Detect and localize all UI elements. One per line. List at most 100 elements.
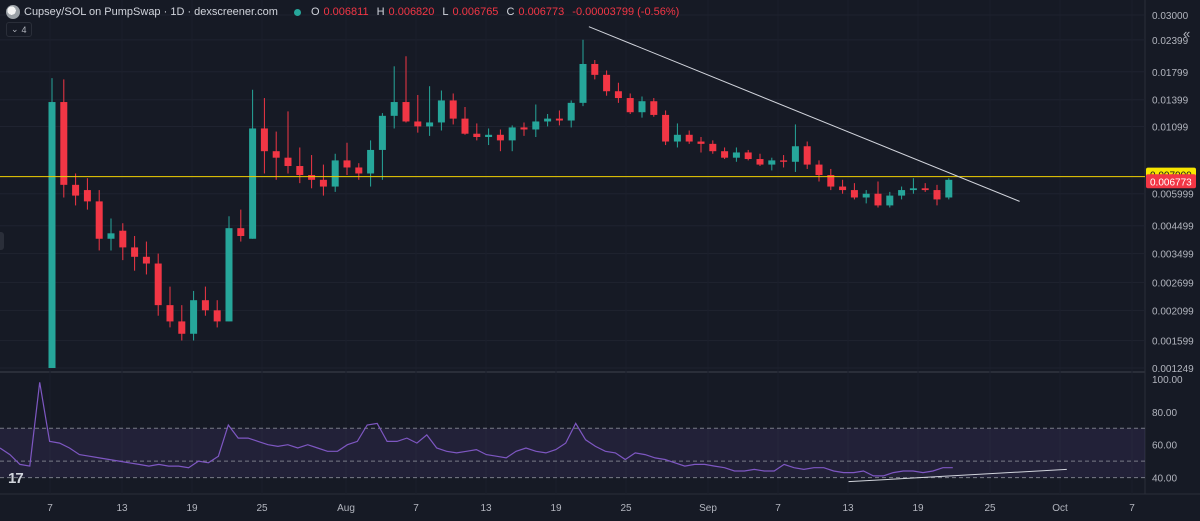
- candle-body: [945, 179, 953, 198]
- indicator-count: 4: [21, 24, 27, 35]
- candle-body: [862, 193, 870, 198]
- candle-body: [850, 190, 858, 198]
- candle-body: [544, 118, 552, 122]
- high-value: 0.006820: [388, 6, 435, 18]
- candle-body: [898, 190, 906, 196]
- price-labels: 0.0070000.006773: [1146, 167, 1196, 189]
- candle-body: [721, 151, 729, 158]
- candle-body: [426, 122, 434, 127]
- candle-body: [178, 321, 186, 334]
- candle-body: [449, 100, 457, 119]
- time-tick-label: 19: [186, 503, 198, 514]
- last-price-label: 0.006773: [1150, 177, 1192, 188]
- candle-body: [166, 305, 174, 322]
- open-value: 0.006811: [323, 6, 369, 18]
- candle-body: [603, 74, 611, 92]
- market-status-dot-icon: [293, 8, 301, 16]
- price-axis[interactable]: 0.030000.023990.017990.013990.010990.007…: [1152, 11, 1194, 375]
- low-label: L: [442, 6, 449, 18]
- overlays: [0, 26, 1145, 202]
- candle-body: [272, 151, 280, 158]
- rsi-tick-label: 100.00: [1152, 375, 1183, 386]
- price-tick-label: 0.003499: [1152, 250, 1194, 261]
- tradingview-logo[interactable]: 17: [8, 470, 24, 487]
- candle-body: [555, 118, 563, 121]
- rsi-tick-label: 60.00: [1152, 441, 1177, 452]
- price-tick-label: 0.01399: [1152, 96, 1189, 107]
- rsi-line: [0, 382, 953, 477]
- candle-body: [390, 102, 398, 116]
- candle-body: [579, 63, 587, 103]
- indicators-toggle-button[interactable]: ⌄ 4: [6, 22, 32, 37]
- candle-body: [284, 157, 292, 167]
- time-tick-label: 13: [480, 503, 492, 514]
- candle-body: [815, 164, 823, 176]
- price-tick-label: 0.002099: [1152, 306, 1194, 317]
- price-tick-label: 0.02399: [1152, 36, 1189, 47]
- candle-body: [367, 149, 375, 174]
- price-tick-label: 0.01799: [1152, 68, 1189, 79]
- rsi-axis[interactable]: 100.00 80.00 60.00 40.00: [1152, 375, 1183, 485]
- collapse-panel-icon[interactable]: «: [1183, 26, 1191, 41]
- price-tick-label: 0.001599: [1152, 337, 1194, 348]
- candle-body: [48, 102, 56, 368]
- candle-body: [921, 188, 929, 191]
- candle-body: [662, 114, 670, 142]
- candle-body: [237, 228, 245, 237]
- price-tick-label: 0.002699: [1152, 278, 1194, 289]
- candle-body: [249, 128, 257, 239]
- rsi-tick-label: 40.00: [1152, 474, 1177, 485]
- candle-body: [72, 184, 80, 196]
- time-tick-label: 19: [550, 503, 562, 514]
- chevron-down-icon: ⌄: [11, 24, 19, 34]
- close-value: 0.006773: [518, 6, 565, 18]
- pane-separator[interactable]: [0, 371, 1145, 373]
- candle-body: [591, 63, 599, 75]
- last-price-badge: [1146, 174, 1196, 189]
- candle-body: [190, 300, 198, 334]
- open-label: O: [310, 6, 320, 18]
- time-tick-label: 7: [775, 503, 781, 514]
- candle-body: [874, 193, 882, 206]
- candle-body: [614, 91, 622, 99]
- candle-body: [532, 121, 540, 130]
- candle-body: [732, 152, 740, 158]
- candle-body: [780, 160, 788, 162]
- candle-body: [296, 166, 304, 176]
- candle-body: [414, 121, 422, 127]
- candle-body: [83, 190, 91, 202]
- candle-body: [343, 160, 351, 168]
- change-value: -0.00003799 (-0.56%): [572, 6, 680, 18]
- drawing-toolbar-handle[interactable]: [0, 232, 4, 250]
- candle-body: [402, 102, 410, 122]
- candles: [48, 39, 953, 368]
- time-tick-label: Aug: [337, 503, 355, 514]
- time-tick-label: 7: [413, 503, 419, 514]
- price-tick-label: 0.001249: [1152, 364, 1194, 375]
- rsi-trendline: [848, 468, 1067, 483]
- time-axis[interactable]: 7 13 19 25 Aug 7 13 19 25 Sep 7 13 19 25 Oct 7: [47, 503, 1135, 514]
- candle-body: [886, 195, 894, 206]
- time-tick-label: 13: [116, 503, 128, 514]
- candle-body: [308, 175, 316, 180]
- candle-body: [933, 190, 941, 200]
- high-label: H: [376, 6, 385, 18]
- candle-body: [709, 143, 717, 152]
- candle-body: [319, 179, 327, 187]
- time-tick-label: 19: [912, 503, 924, 514]
- low-value: 0.006765: [452, 6, 499, 18]
- time-tick-label: 25: [620, 503, 632, 514]
- symbol-title[interactable]: Cupsey/SOL on PumpSwap · 1D · dexscreene…: [24, 6, 278, 18]
- token-avatar-icon: [6, 5, 20, 19]
- candle-body: [95, 201, 103, 239]
- rsi-band: [0, 428, 1145, 478]
- time-tick-label: 7: [1129, 503, 1135, 514]
- price-tick-label: 0.03000: [1152, 11, 1189, 22]
- candle-body: [803, 146, 811, 165]
- candle-body: [154, 263, 162, 306]
- candle-body: [485, 134, 493, 137]
- candle-body: [213, 310, 221, 322]
- candle-body: [131, 247, 139, 257]
- candle-body: [626, 98, 634, 113]
